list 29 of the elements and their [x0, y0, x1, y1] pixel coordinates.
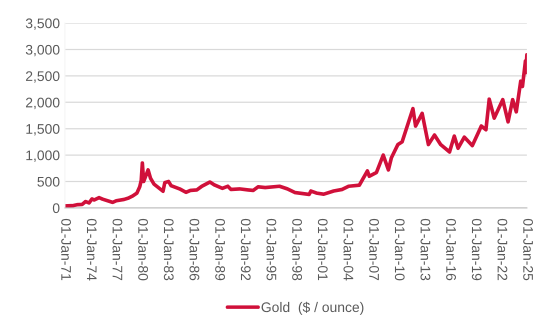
x-tick-label: 01-Jan-98 [292, 218, 302, 280]
legend-label: Gold ($ / ounce) [262, 302, 364, 315]
x-tick-label: 01-Jan-74 [86, 218, 97, 280]
y-tick-label: 2,500 [26, 71, 60, 83]
x-tick-label: 01-Jan-80 [138, 218, 148, 280]
x-tick-label: 01-Jan-92 [240, 218, 251, 280]
x-tick-label: 01-Jan-83 [164, 218, 174, 280]
x-tick-label: 01-Jan-13 [420, 218, 430, 280]
y-tick-label: 0 [52, 203, 60, 214]
x-tick-label: 01-Jan-77 [112, 218, 122, 280]
x-tick-label: 01-Jan-07 [369, 218, 379, 280]
x-tick-label: 01-Jan-16 [446, 218, 456, 280]
y-tick-label: 1,500 [26, 124, 60, 136]
y-tick-label: 500 [37, 176, 60, 187]
x-tick-label: 01-Jan-95 [266, 218, 276, 280]
x-tick-label: 01-Jan-04 [343, 218, 354, 280]
x-tick-label: 01-Jan-89 [215, 218, 226, 280]
y-tick-label: 2,000 [26, 98, 60, 110]
y-tick-label: 1,000 [26, 150, 60, 162]
y-tick-label: 3,500 [26, 18, 60, 30]
x-tick-label: 01-Jan-10 [394, 218, 405, 280]
x-tick-label: 01-Jan-19 [472, 218, 482, 280]
x-tick-label: 01-Jan-71 [61, 218, 72, 280]
x-tick-label: 01-Jan-22 [498, 218, 508, 280]
x-tick-label: 01-Jan-86 [190, 218, 200, 280]
x-tick-label: 01-Jan-25 [523, 218, 534, 280]
x-tick-label: 01-Jan-01 [318, 218, 328, 280]
y-tick-label: 3,000 [26, 44, 60, 56]
line-series [64, 52, 527, 208]
